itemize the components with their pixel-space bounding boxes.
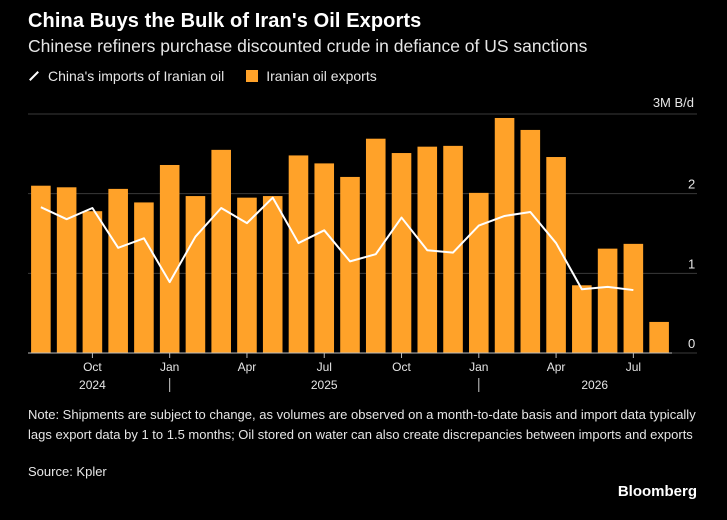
legend-label-exports: Iranian oil exports — [266, 68, 377, 84]
bar-exports — [288, 155, 309, 353]
bar-exports — [520, 129, 541, 353]
x-tick-label: Apr — [238, 360, 257, 374]
x-tick-label: Oct — [392, 360, 411, 374]
y-tick-label: 0 — [688, 336, 695, 351]
bar-exports — [237, 197, 257, 353]
bar-exports — [546, 157, 566, 353]
bar-exports — [159, 164, 180, 353]
bar-exports — [185, 196, 206, 353]
y-axis-unit-label: 3M B/d — [652, 95, 694, 110]
x-tick-label: Jul — [626, 360, 641, 374]
source-label: Source: Kpler — [28, 464, 107, 479]
bar-exports — [469, 192, 489, 353]
footnote: Note: Shipments are subject to change, a… — [28, 407, 696, 442]
bar-exports — [494, 117, 515, 353]
bar-exports — [649, 321, 669, 353]
bar-swatch-icon — [246, 70, 259, 82]
bar-exports — [443, 145, 463, 353]
legend: China's imports of Iranian oil Iranian o… — [28, 68, 399, 84]
legend-label-imports: China's imports of Iranian oil — [48, 68, 225, 84]
line-imports — [40, 196, 634, 292]
legend-item-exports: Iranian oil exports — [246, 68, 377, 84]
bloomberg-logo: Bloomberg — [617, 483, 697, 500]
x-tick-label: Jan — [160, 360, 179, 374]
bar-exports — [82, 211, 103, 353]
bar-exports — [211, 149, 231, 353]
bar-exports — [365, 138, 386, 353]
bar-exports — [623, 243, 644, 353]
x-tick-label: Apr — [547, 360, 566, 374]
x-tick-label: Jul — [317, 360, 332, 374]
bar-exports — [391, 153, 412, 353]
bar-exports — [314, 163, 335, 353]
chart-title: China Buys the Bulk of Iran's Oil Export… — [28, 10, 422, 32]
bar-exports — [134, 202, 154, 353]
bar-exports — [108, 188, 128, 353]
y-tick-label: 2 — [688, 177, 695, 192]
bar-exports — [56, 187, 77, 353]
bar-exports — [340, 176, 360, 353]
year-label: 2024 — [79, 378, 106, 392]
x-tick-label: Oct — [83, 360, 102, 374]
y-tick-label: 1 — [688, 256, 695, 271]
x-tick-label: Jan — [469, 360, 488, 374]
legend-item-imports: China's imports of Iranian oil — [28, 68, 224, 84]
bar-exports — [31, 185, 51, 353]
chart-subtitle: Chinese refiners purchase discounted cru… — [28, 36, 588, 56]
year-label: 2026 — [581, 378, 608, 392]
bar-exports — [597, 248, 618, 353]
bar-exports — [262, 196, 283, 353]
bar-exports — [572, 285, 592, 353]
year-label: 2025 — [311, 378, 338, 392]
